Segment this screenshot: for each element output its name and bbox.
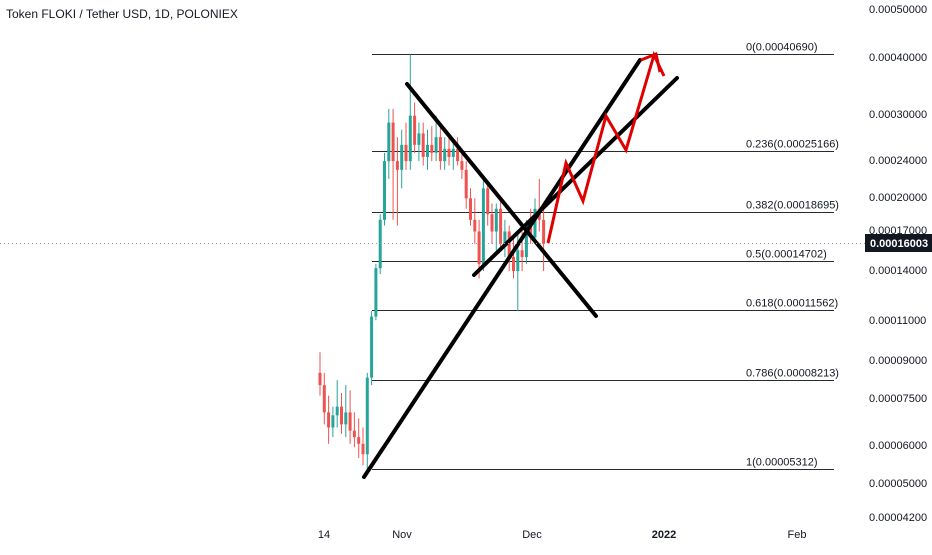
y-tick-label-8: 0.00009000 [869,355,927,367]
fib-label-4: 0.618(0.00011562) [746,298,838,310]
y-tick-label-12: 0.00004200 [869,512,927,524]
candle-body-9 [357,437,360,444]
fib-label-2: 0.382(0.00018695) [746,200,839,212]
trendline-1 [474,78,677,275]
candle-body-52 [542,220,545,244]
candle-body-5 [340,407,343,425]
candle-body-3 [331,415,334,427]
candle-body-30 [448,149,451,157]
time-axis: 14 Nov Dec 2022 Feb [318,529,807,541]
candle-body-17 [392,123,395,162]
candle-body-46 [516,250,519,271]
y-tick-label-10: 0.00006000 [869,440,927,452]
x-tick-label-2: Dec [522,529,542,541]
y-tick-label-3: 0.00024000 [869,155,927,167]
current-price-label: 0.00016003 [870,238,928,250]
fib-label-0: 0(0.00040690) [746,42,818,54]
candle-body-2 [327,412,330,427]
x-tick-label-4: Feb [788,529,807,541]
fib-label-5: 0.786(0.00008213) [746,368,839,380]
candle-body-35 [469,198,472,219]
x-tick-label-1: Nov [392,529,412,541]
candle-body-15 [383,161,386,220]
y-tick-label-0: 0.00050000 [869,4,927,16]
x-tick-label-3: 2022 [652,529,676,541]
fib-label-1: 0.236(0.00025166) [746,139,839,151]
candle-body-33 [460,161,463,170]
candle-body-47 [521,250,524,257]
candle-body-4 [336,407,339,416]
candle-body-34 [465,170,468,198]
candle-body-25 [426,145,429,157]
trendline-0 [364,60,640,477]
candle-body-6 [344,412,347,424]
candle-body-36 [473,220,476,232]
candle-body-21 [409,116,412,161]
candle-body-7 [349,412,352,430]
candle-body-41 [495,209,498,232]
candle-body-29 [443,149,446,161]
candle-body-39 [486,188,489,214]
y-tick-label-6: 0.00014000 [869,265,927,277]
candle-body-32 [456,149,459,161]
candle-body-18 [396,161,399,170]
y-tick-label-11: 0.00005000 [869,478,927,490]
price-axis: 0.00050000 0.00040000 0.00030000 0.00024000… [0,4,932,524]
candle-body-27 [435,137,438,153]
candle-body-38 [482,188,485,264]
trendline-2 [407,84,596,316]
y-tick-label-9: 0.00007500 [869,393,927,405]
y-tick-label-1: 0.00040000 [869,52,927,64]
candle-body-8 [353,431,356,437]
x-tick-label-0: 14 [318,529,330,541]
candle-body-13 [374,268,377,316]
candle-body-12 [370,317,373,378]
candle-body-11 [366,378,369,455]
fib-label-6: 1(0.00005312) [746,457,818,469]
candle-body-37 [478,231,481,263]
candle-body-10 [362,444,365,454]
candle-body-24 [422,133,425,157]
candle-body-26 [430,145,433,153]
candle-body-31 [452,149,455,157]
candle-body-23 [417,133,420,144]
candle-body-22 [413,116,416,145]
fib-levels: 0(0.00040690) 0.236(0.00025166) 0.382(0.00… [372,42,839,470]
y-tick-label-7: 0.00011000 [869,315,926,327]
candle-body-40 [491,214,494,231]
chart-title: Token FLOKI / Tether USD, 1D, POLONIEX [6,7,238,21]
fib-label-3: 0.5(0.00014702) [746,249,827,261]
candle-body-42 [499,209,502,244]
candle-body-19 [400,145,403,170]
y-tick-label-2: 0.00030000 [869,109,927,121]
candle-body-16 [387,123,390,162]
candle-body-20 [405,145,408,161]
candle-body-0 [319,373,322,385]
candle-body-1 [323,385,326,412]
candle-body-45 [512,257,515,271]
y-tick-label-4: 0.00020000 [869,192,927,204]
candle-body-28 [439,137,442,161]
